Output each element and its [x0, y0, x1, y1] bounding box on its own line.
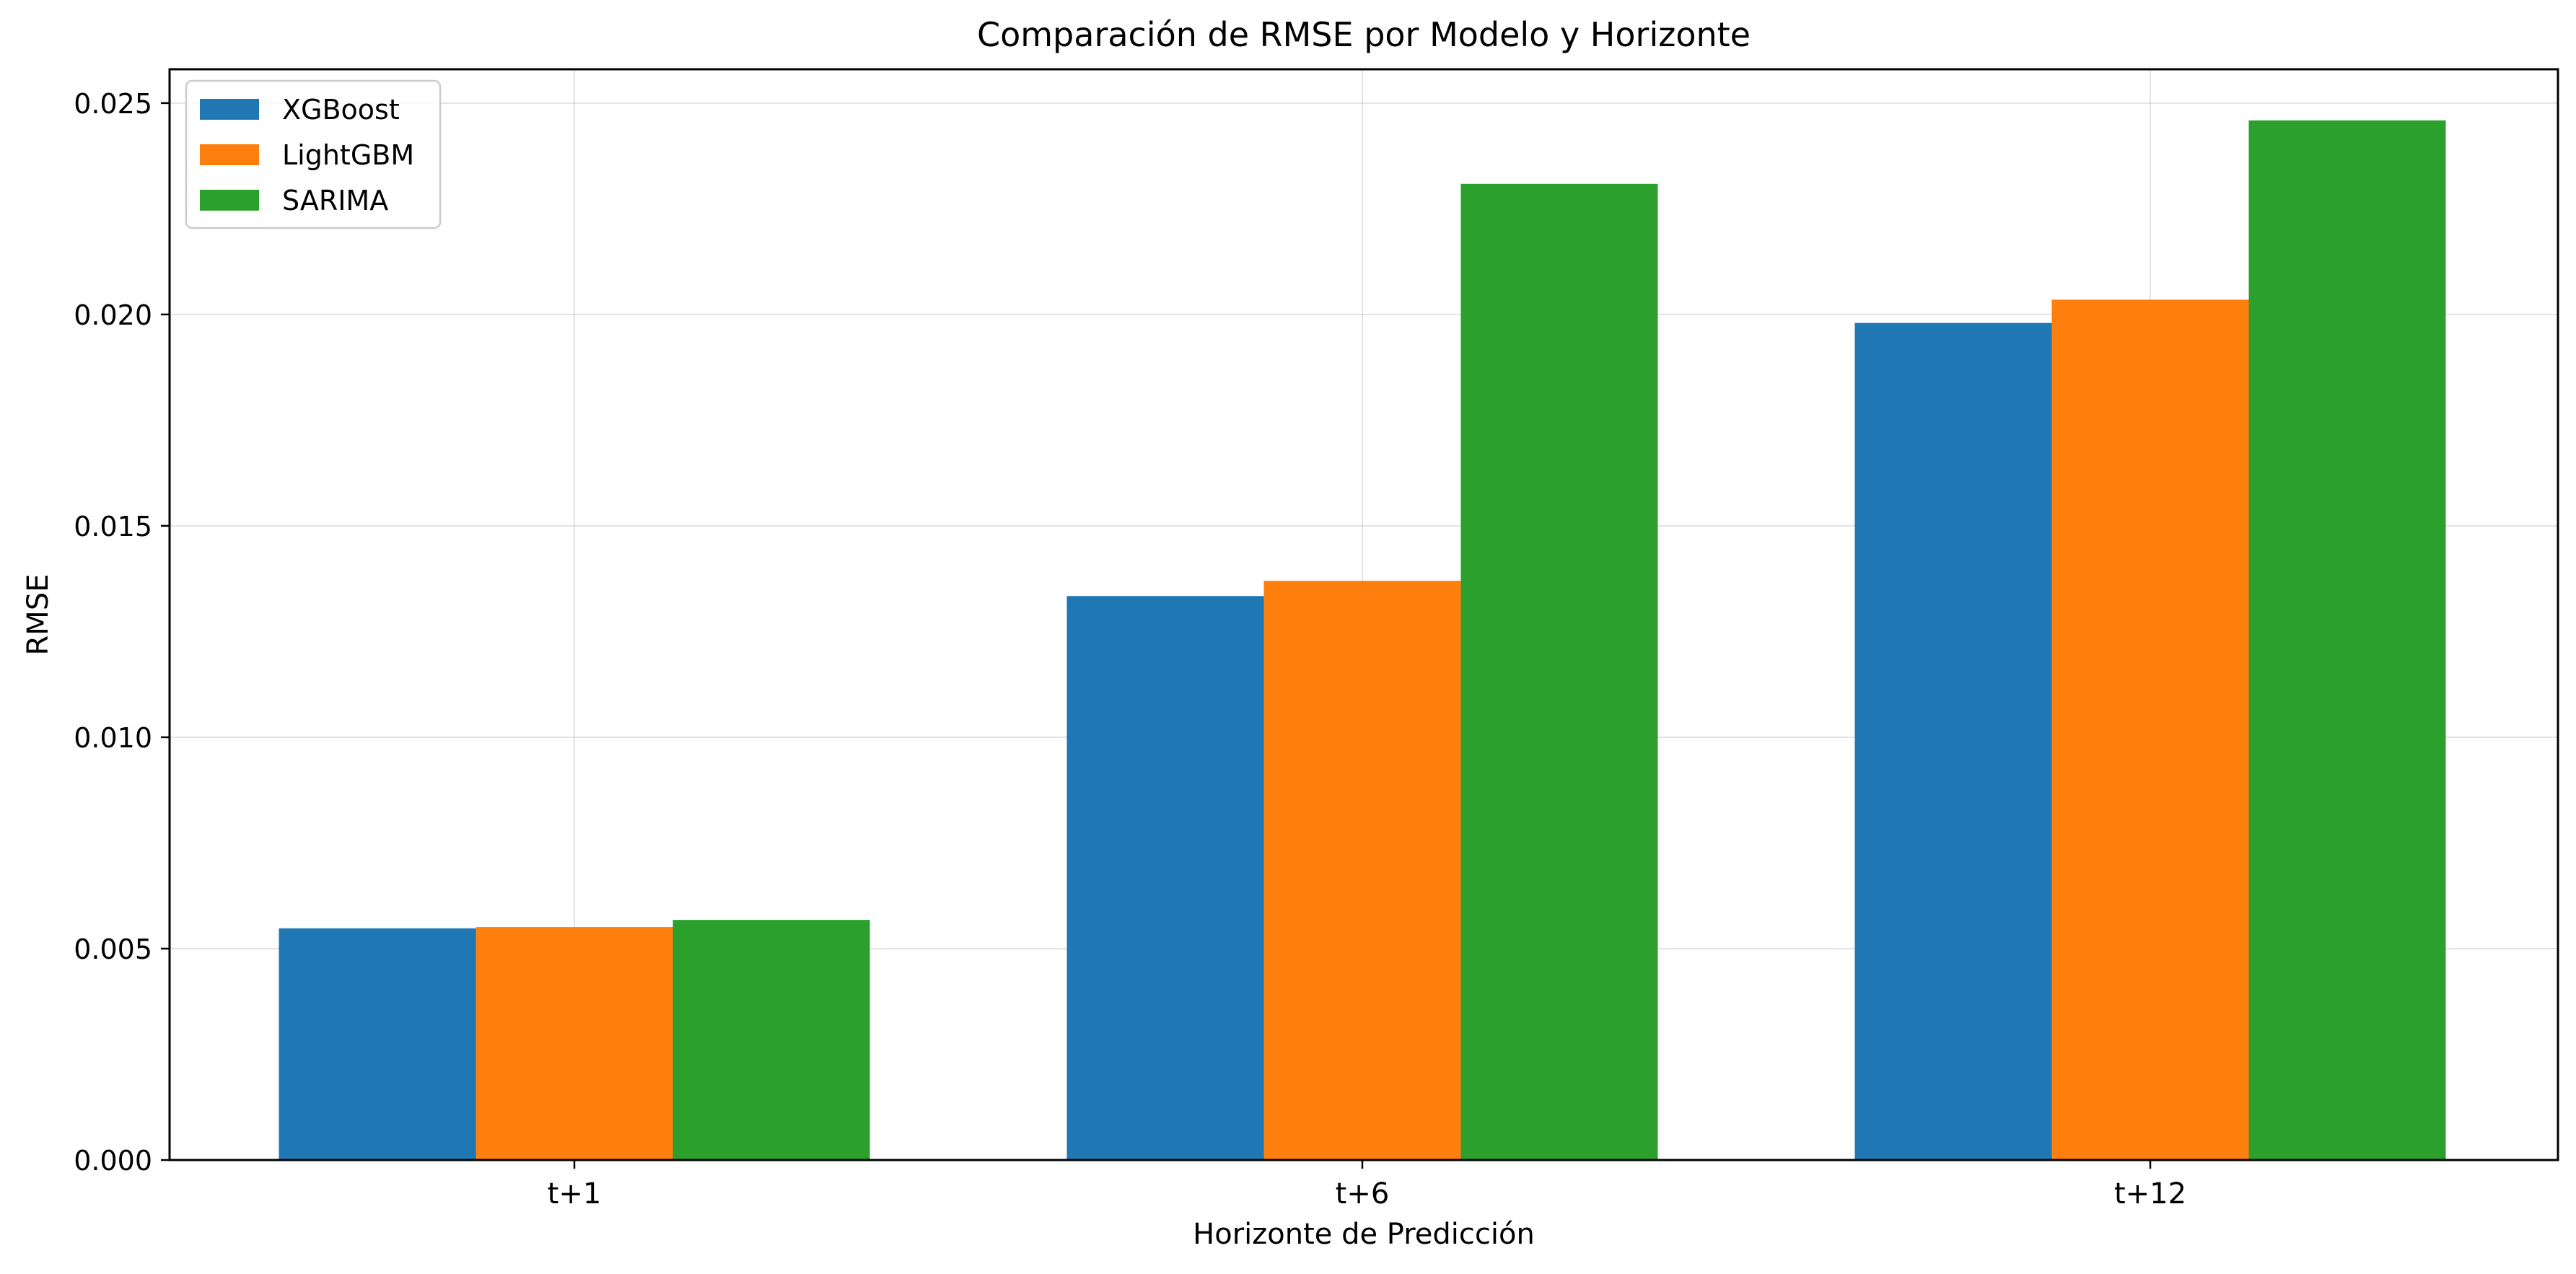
plot-area-frame: [168, 68, 2559, 1161]
bars: [279, 120, 2446, 1160]
legend-swatch-xgboost: [200, 99, 259, 120]
legend-label-xgboost: XGBoost: [282, 94, 400, 126]
x-tick-label: t+1: [548, 1177, 602, 1211]
bar-lightgbm-t+6: [1263, 581, 1461, 1160]
x-tick-label: t+6: [1336, 1177, 1390, 1211]
bar-xgboost-t+1: [279, 928, 476, 1160]
x-axis-label: Horizonte de Predicción: [1193, 1218, 1535, 1251]
y-axis-label: RMSE: [22, 574, 55, 656]
y-tick-label: 0.010: [74, 722, 152, 754]
legend-swatch-lightgbm: [200, 144, 259, 165]
y-tick-label: 0.020: [74, 299, 152, 331]
y-tick-label: 0.025: [74, 88, 152, 120]
y-axis: 0.000 0.005 0.010 0.015 0.020 0.025: [74, 88, 170, 1177]
y-tick-label: 0.000: [74, 1145, 152, 1177]
bar-sarima-t+1: [673, 920, 870, 1160]
bar-sarima-t+12: [2248, 120, 2446, 1160]
legend-label-lightgbm: LightGBM: [282, 139, 414, 171]
x-tick-label: t+12: [2114, 1177, 2186, 1211]
bar-sarima-t+6: [1460, 183, 1658, 1160]
chart-title: Comparación de RMSE por Modelo y Horizon…: [977, 15, 1751, 54]
y-tick-label: 0.005: [74, 933, 152, 965]
y-tick-label: 0.015: [74, 511, 152, 542]
x-axis: t+1 t+6 t+12: [548, 1160, 2186, 1211]
bar-lightgbm-t+1: [476, 927, 673, 1160]
bar-xgboost-t+6: [1066, 596, 1264, 1160]
bar-xgboost-t+12: [1854, 322, 2052, 1160]
legend: XGBoost LightGBM SARIMA: [185, 79, 442, 229]
bar-lightgbm-t+12: [2051, 299, 2249, 1160]
legend-label-sarima: SARIMA: [282, 185, 388, 216]
legend-swatch-sarima: [200, 190, 259, 211]
